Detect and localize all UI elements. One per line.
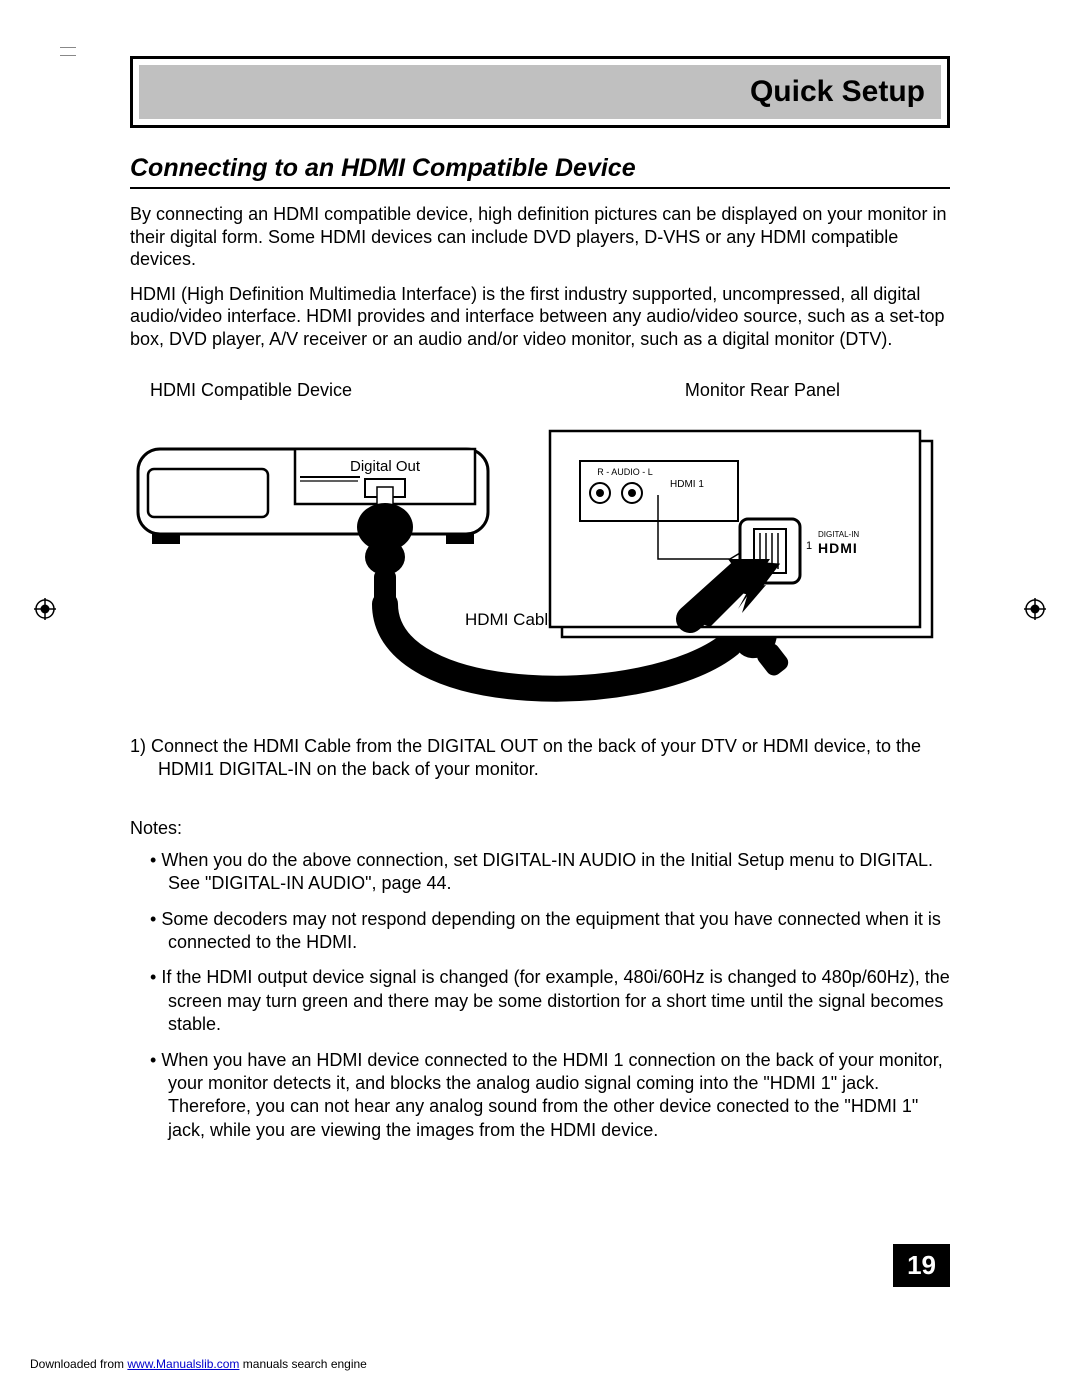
cable-label: HDMI Cable (465, 610, 558, 629)
page-content: Connecting to an HDMI Compatible Device … (130, 154, 950, 1142)
digital-in-label: DIGITAL-IN (818, 530, 859, 539)
footer: Downloaded from www.Manualslib.com manua… (30, 1357, 367, 1371)
hdmi-device-icon: Digital Out (138, 449, 488, 544)
footer-link[interactable]: www.Manualslib.com (127, 1357, 239, 1371)
step-1: Connect the HDMI Cable from the DIGITAL … (130, 735, 950, 782)
registration-mark-right-icon (1024, 598, 1046, 620)
note-1: When you do the above connection, set DI… (130, 849, 950, 896)
crop-mark-tl (60, 40, 76, 48)
title-frame: Quick Setup (130, 56, 950, 128)
intro-para-2: HDMI (High Definition Multimedia Interfa… (130, 283, 950, 351)
page-title: Quick Setup (139, 65, 941, 119)
intro-para-1: By connecting an HDMI compatible device,… (130, 203, 950, 271)
section-heading: Connecting to an HDMI Compatible Device (130, 154, 950, 189)
footer-prefix: Downloaded from (30, 1357, 127, 1371)
diagram-svg: Digital Out HDMI Cable (130, 409, 950, 709)
page-number: 19 (893, 1244, 950, 1287)
diagram-right-label: Monitor Rear Panel (685, 380, 840, 401)
digital-out-label: Digital Out (350, 458, 421, 475)
registration-mark-left-icon (34, 598, 56, 620)
crop-mark-tr (60, 48, 76, 56)
hdmi1-label: HDMI 1 (670, 479, 704, 490)
steps-list: Connect the HDMI Cable from the DIGITAL … (130, 735, 950, 782)
monitor-rear-panel-icon: R - AUDIO - L HDMI 1 1 DIGITA (550, 431, 932, 637)
note-2: Some decoders may not respond depending … (130, 908, 950, 955)
notes-list: When you do the above connection, set DI… (130, 849, 950, 1142)
diagram-left-label: HDMI Compatible Device (150, 380, 352, 401)
note-3: If the HDMI output device signal is chan… (130, 966, 950, 1036)
note-4: When you have an HDMI device connected t… (130, 1049, 950, 1143)
port-number: 1 (806, 540, 812, 552)
hdmi-logo: HDMI (818, 540, 858, 556)
footer-suffix: manuals search engine (239, 1357, 366, 1371)
connection-diagram: HDMI Compatible Device Monitor Rear Pane… (130, 380, 950, 709)
audio-label: R - AUDIO - L (597, 467, 653, 477)
notes-label: Notes: (130, 818, 950, 839)
